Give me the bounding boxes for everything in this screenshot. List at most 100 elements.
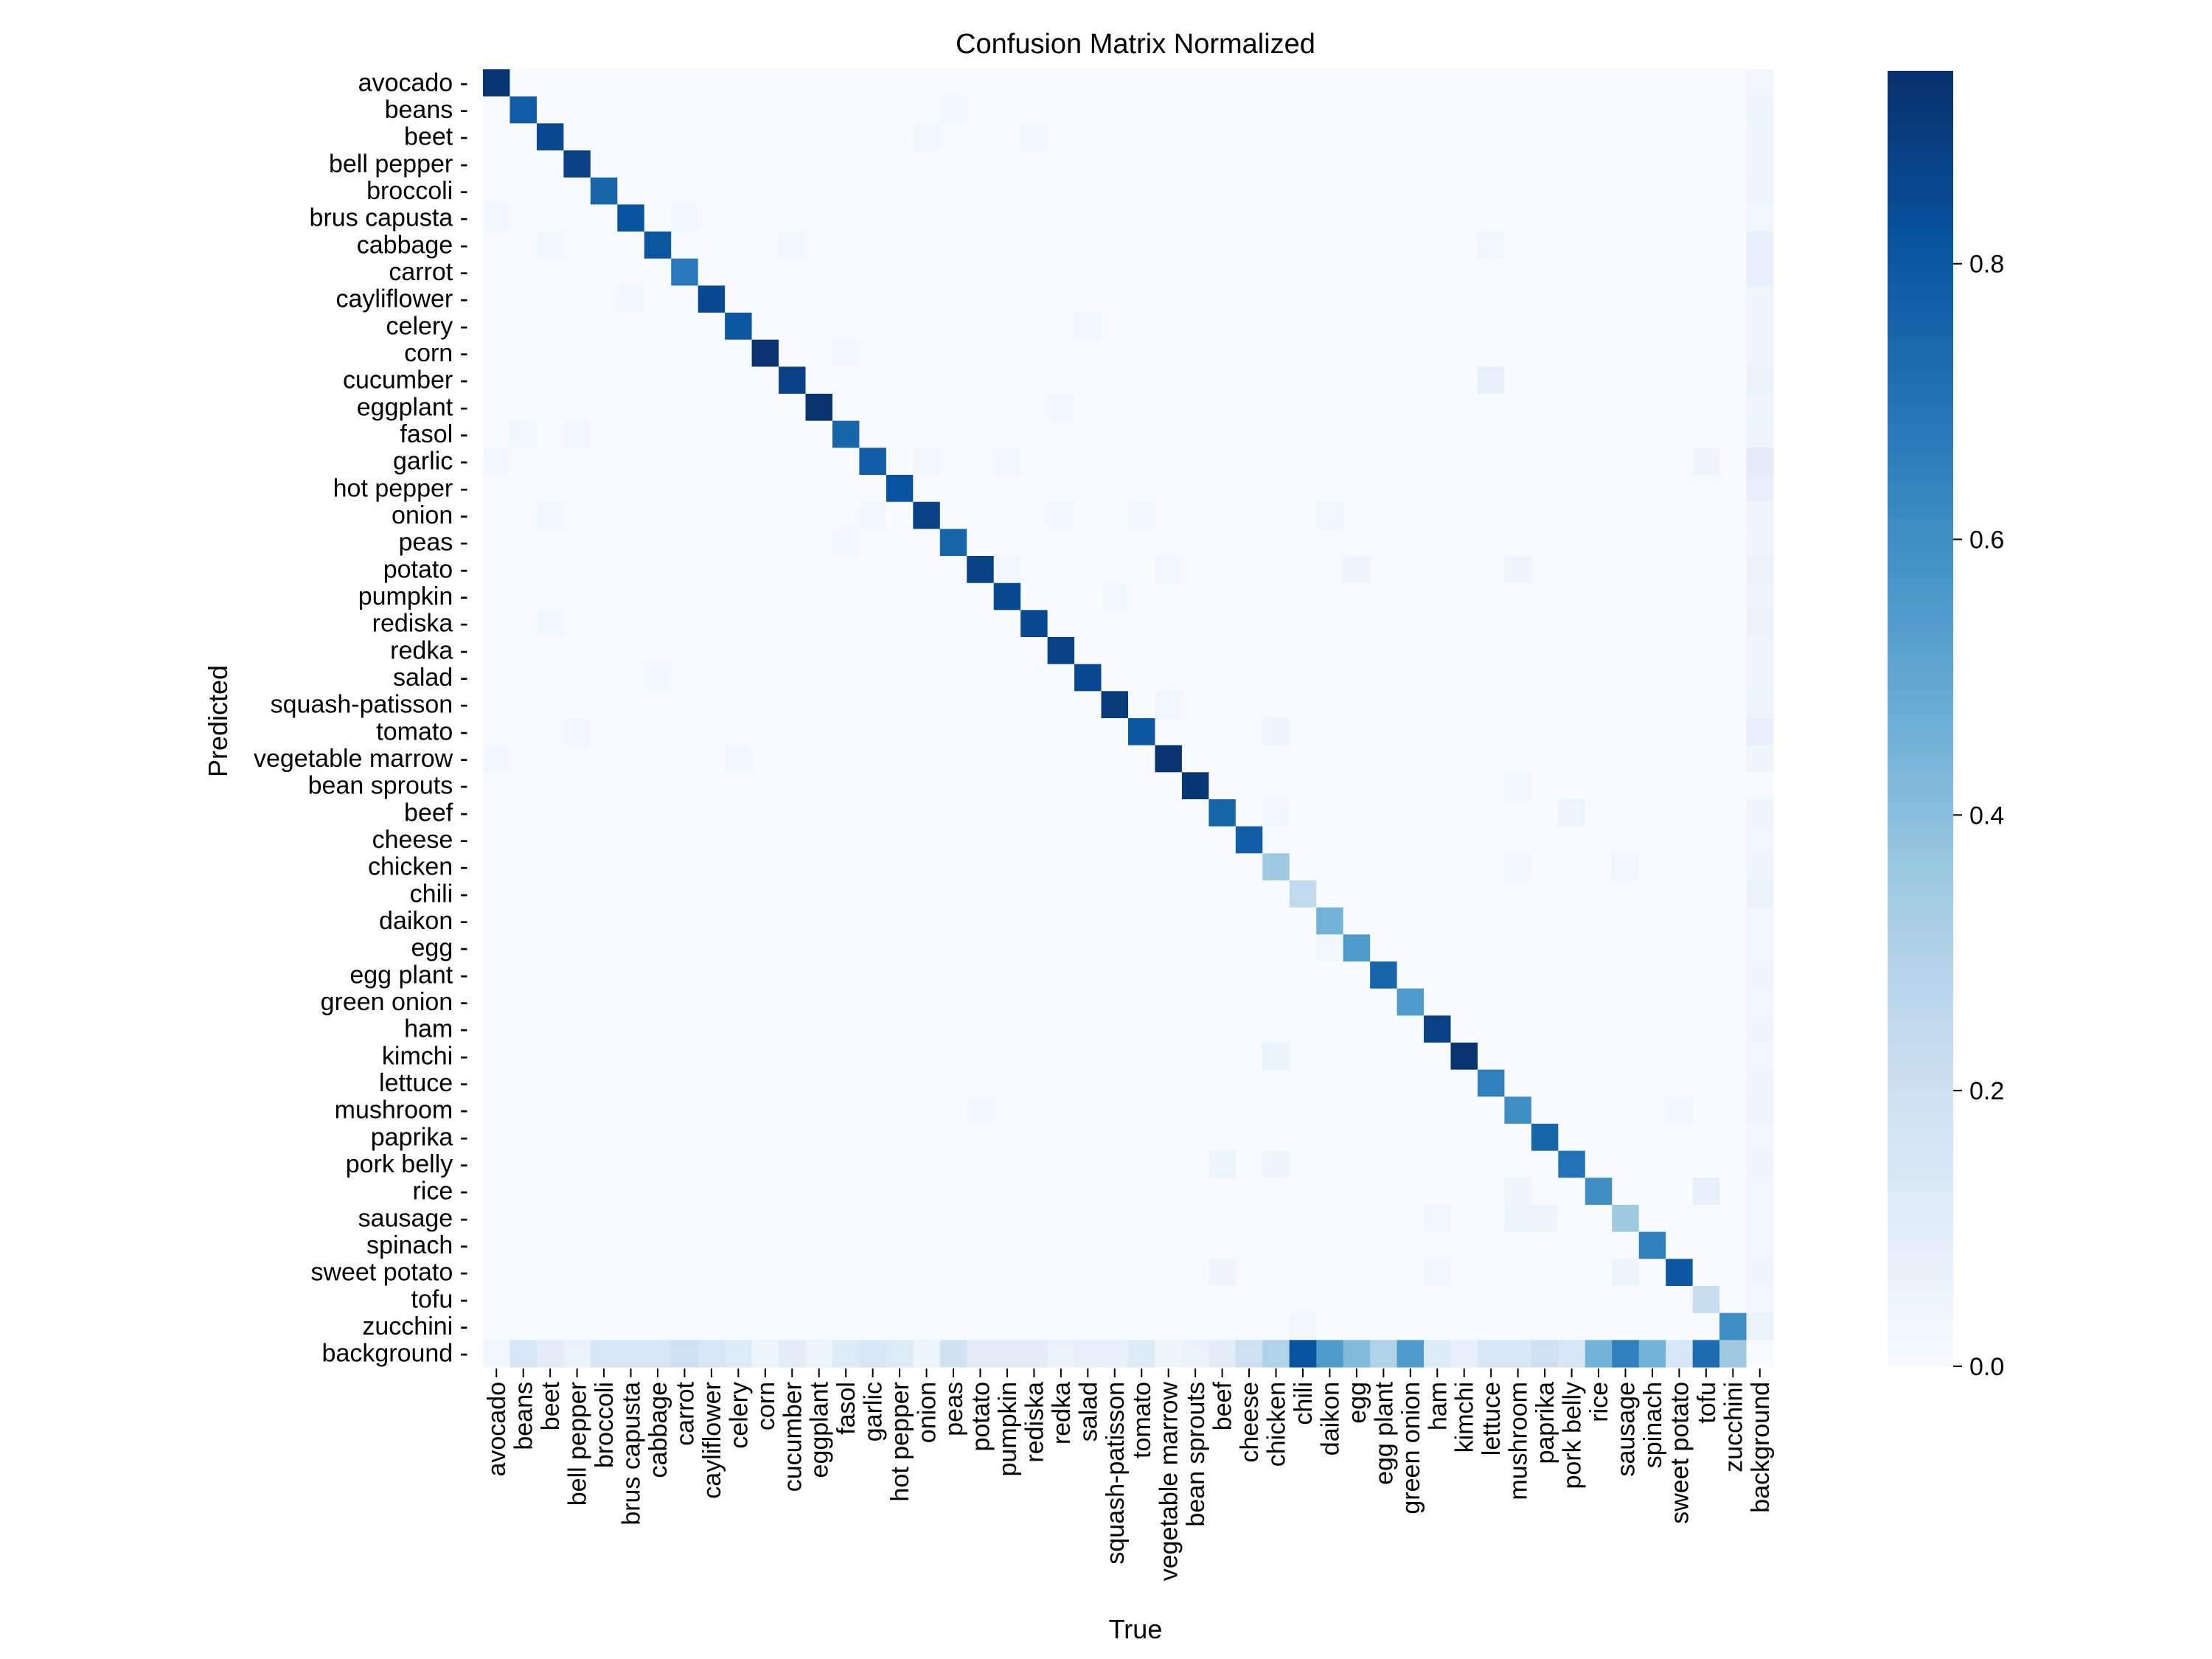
heatmap-cell xyxy=(1719,637,1747,665)
heatmap-cell xyxy=(1504,664,1532,692)
heatmap-cell xyxy=(671,529,699,557)
heatmap-cell xyxy=(1692,664,1720,692)
heatmap-cell xyxy=(536,1205,564,1233)
heatmap-cell xyxy=(779,123,807,151)
heatmap-cell xyxy=(1020,1015,1048,1043)
heatmap-cell xyxy=(1181,501,1209,529)
heatmap-cell xyxy=(1397,961,1425,990)
heatmap-cell xyxy=(859,718,887,746)
heatmap-cell xyxy=(1397,366,1425,394)
heatmap-cell xyxy=(536,961,564,990)
heatmap-cell xyxy=(832,880,860,908)
heatmap-cell xyxy=(483,313,511,341)
heatmap-cell xyxy=(617,1069,645,1097)
heatmap-cell xyxy=(1101,1150,1129,1178)
heatmap-cell xyxy=(617,69,645,97)
heatmap-cell xyxy=(536,1178,564,1206)
heatmap-cell xyxy=(751,1312,779,1340)
heatmap-cell xyxy=(617,123,645,151)
heatmap-cell xyxy=(1074,934,1102,962)
heatmap-cell xyxy=(563,1312,591,1340)
heatmap-cell xyxy=(1531,1231,1559,1259)
heatmap-cell xyxy=(617,1015,645,1043)
heatmap-cell xyxy=(1638,1231,1666,1259)
chart-title: Confusion Matrix Normalized xyxy=(956,29,1315,60)
heatmap-cell xyxy=(1397,339,1425,367)
heatmap-cell xyxy=(939,501,967,529)
heatmap-cell xyxy=(671,988,699,1016)
heatmap-cell xyxy=(1208,907,1237,935)
heatmap-cell xyxy=(967,907,995,935)
heatmap-cell xyxy=(751,366,779,394)
heatmap-cell xyxy=(1719,582,1747,611)
heatmap-cell xyxy=(644,1205,672,1233)
heatmap-cell xyxy=(1289,1043,1317,1071)
heatmap-cell xyxy=(1504,1178,1532,1206)
heatmap-cell xyxy=(698,1312,726,1340)
heatmap-cell xyxy=(1719,150,1747,178)
heatmap-cell xyxy=(1155,961,1183,990)
y-tick-label: rediska - xyxy=(372,610,468,638)
heatmap-cell xyxy=(1558,1231,1586,1259)
heatmap-cell xyxy=(913,339,941,367)
heatmap-cell xyxy=(1638,1178,1666,1206)
heatmap-cell xyxy=(1262,448,1290,476)
heatmap-cell xyxy=(1692,204,1720,232)
heatmap-cell xyxy=(751,664,779,692)
heatmap-cell xyxy=(1692,610,1720,638)
x-tick-label: celery xyxy=(725,1382,753,1449)
heatmap-cell xyxy=(1208,934,1237,962)
heatmap-cell xyxy=(967,420,995,448)
heatmap-cell xyxy=(1262,529,1290,557)
x-tick-label: pork belly xyxy=(1559,1382,1587,1489)
heatmap-cell xyxy=(805,799,833,827)
heatmap-cell xyxy=(563,718,591,746)
heatmap-cell xyxy=(1692,691,1720,719)
heatmap-cell xyxy=(1181,907,1209,935)
heatmap-cell xyxy=(939,961,967,990)
heatmap-cell xyxy=(725,718,753,746)
heatmap-cell xyxy=(1235,1286,1263,1314)
heatmap-cell xyxy=(725,799,753,827)
heatmap-cell xyxy=(1638,69,1666,97)
x-tick-label: pumpkin xyxy=(994,1382,1022,1477)
heatmap-cell xyxy=(1155,448,1183,476)
heatmap-cell xyxy=(832,1069,860,1097)
heatmap-cell xyxy=(913,961,941,990)
heatmap-cell xyxy=(1155,880,1183,908)
heatmap-cell xyxy=(1262,934,1290,962)
heatmap-cell xyxy=(1316,475,1344,503)
x-tick-label: ham xyxy=(1424,1382,1452,1430)
heatmap-cell xyxy=(1477,582,1506,611)
heatmap-cell xyxy=(617,664,645,692)
heatmap-cell xyxy=(1128,826,1156,854)
heatmap-cell xyxy=(1020,637,1048,665)
heatmap-cell xyxy=(1181,1312,1209,1340)
heatmap-cell xyxy=(1746,1069,1774,1097)
heatmap-cell xyxy=(1155,826,1183,854)
heatmap-cell xyxy=(1612,853,1640,881)
heatmap-cell xyxy=(1047,988,1075,1016)
heatmap-cell xyxy=(1047,1069,1075,1097)
heatmap-cell xyxy=(1101,1340,1129,1368)
heatmap-cell xyxy=(751,556,779,584)
heatmap-cell xyxy=(993,529,1021,557)
heatmap-cell xyxy=(1612,339,1640,367)
x-tick-label: eggplant xyxy=(806,1381,834,1478)
heatmap-cell xyxy=(1719,177,1747,205)
heatmap-cell xyxy=(1047,501,1075,529)
heatmap-cell xyxy=(1504,1259,1532,1287)
heatmap-cell xyxy=(886,204,914,232)
y-tick-label: potato - xyxy=(383,555,468,583)
heatmap-cell xyxy=(1692,420,1720,448)
colorbar-tick-label: 0.4 xyxy=(1969,801,2004,830)
x-tick-label: lettuce xyxy=(1478,1382,1506,1455)
heatmap-cell xyxy=(1289,96,1317,124)
heatmap-cell xyxy=(1316,177,1344,205)
heatmap-cell xyxy=(617,1205,645,1233)
heatmap-cell xyxy=(1477,1340,1506,1368)
heatmap-cell xyxy=(1208,177,1237,205)
heatmap-cell xyxy=(1450,96,1478,124)
heatmap-cell xyxy=(509,961,538,990)
heatmap-cell xyxy=(509,1043,538,1071)
